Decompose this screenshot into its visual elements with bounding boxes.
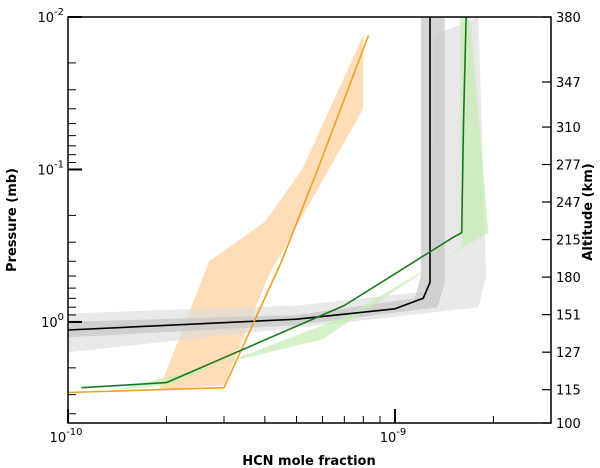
tick-labels: 10-2 10-1 100 10-10 10-9 380 347 310 277 247 215 18… [37, 7, 580, 446]
right-tick-label-7: 151 [556, 309, 581, 324]
right-tick-label-6: 180 [556, 271, 581, 286]
right-tick-label-5: 215 [556, 234, 581, 249]
axis-ticks [67, 16, 551, 424]
right-tick-label-0: 380 [556, 11, 581, 26]
band-0 [159, 35, 364, 390]
series-line-1 [68, 35, 370, 394]
right-tick-label-3: 277 [556, 159, 581, 174]
series-line-2 [81, 17, 467, 389]
plot-frame [67, 16, 552, 424]
y-tick-label-2: 100 [41, 312, 64, 331]
data-series [68, 17, 467, 394]
y-axis-title: Pressure (mb) [5, 168, 20, 272]
right-tick-label-2: 310 [556, 121, 581, 136]
y-tick-label-0: 10-2 [37, 7, 64, 26]
right-tick-label-4: 247 [556, 196, 581, 211]
x-tick-label-0: 10-10 [50, 427, 83, 446]
x-axis-title: HCN mole fraction [242, 454, 376, 468]
band-2 [68, 17, 445, 338]
right-tick-label-10: 100 [556, 417, 581, 432]
y-tick-label-1: 10-1 [37, 159, 64, 178]
series-line-0 [68, 17, 431, 331]
right-axis-title: Altitude (km) [581, 163, 596, 260]
right-tick-label-9: 115 [556, 384, 581, 399]
right-tick-label-8: 127 [556, 346, 581, 361]
right-tick-label-1: 347 [556, 76, 581, 91]
uncertainty-bands [68, 17, 489, 390]
x-tick-label-1: 10-9 [380, 427, 407, 446]
